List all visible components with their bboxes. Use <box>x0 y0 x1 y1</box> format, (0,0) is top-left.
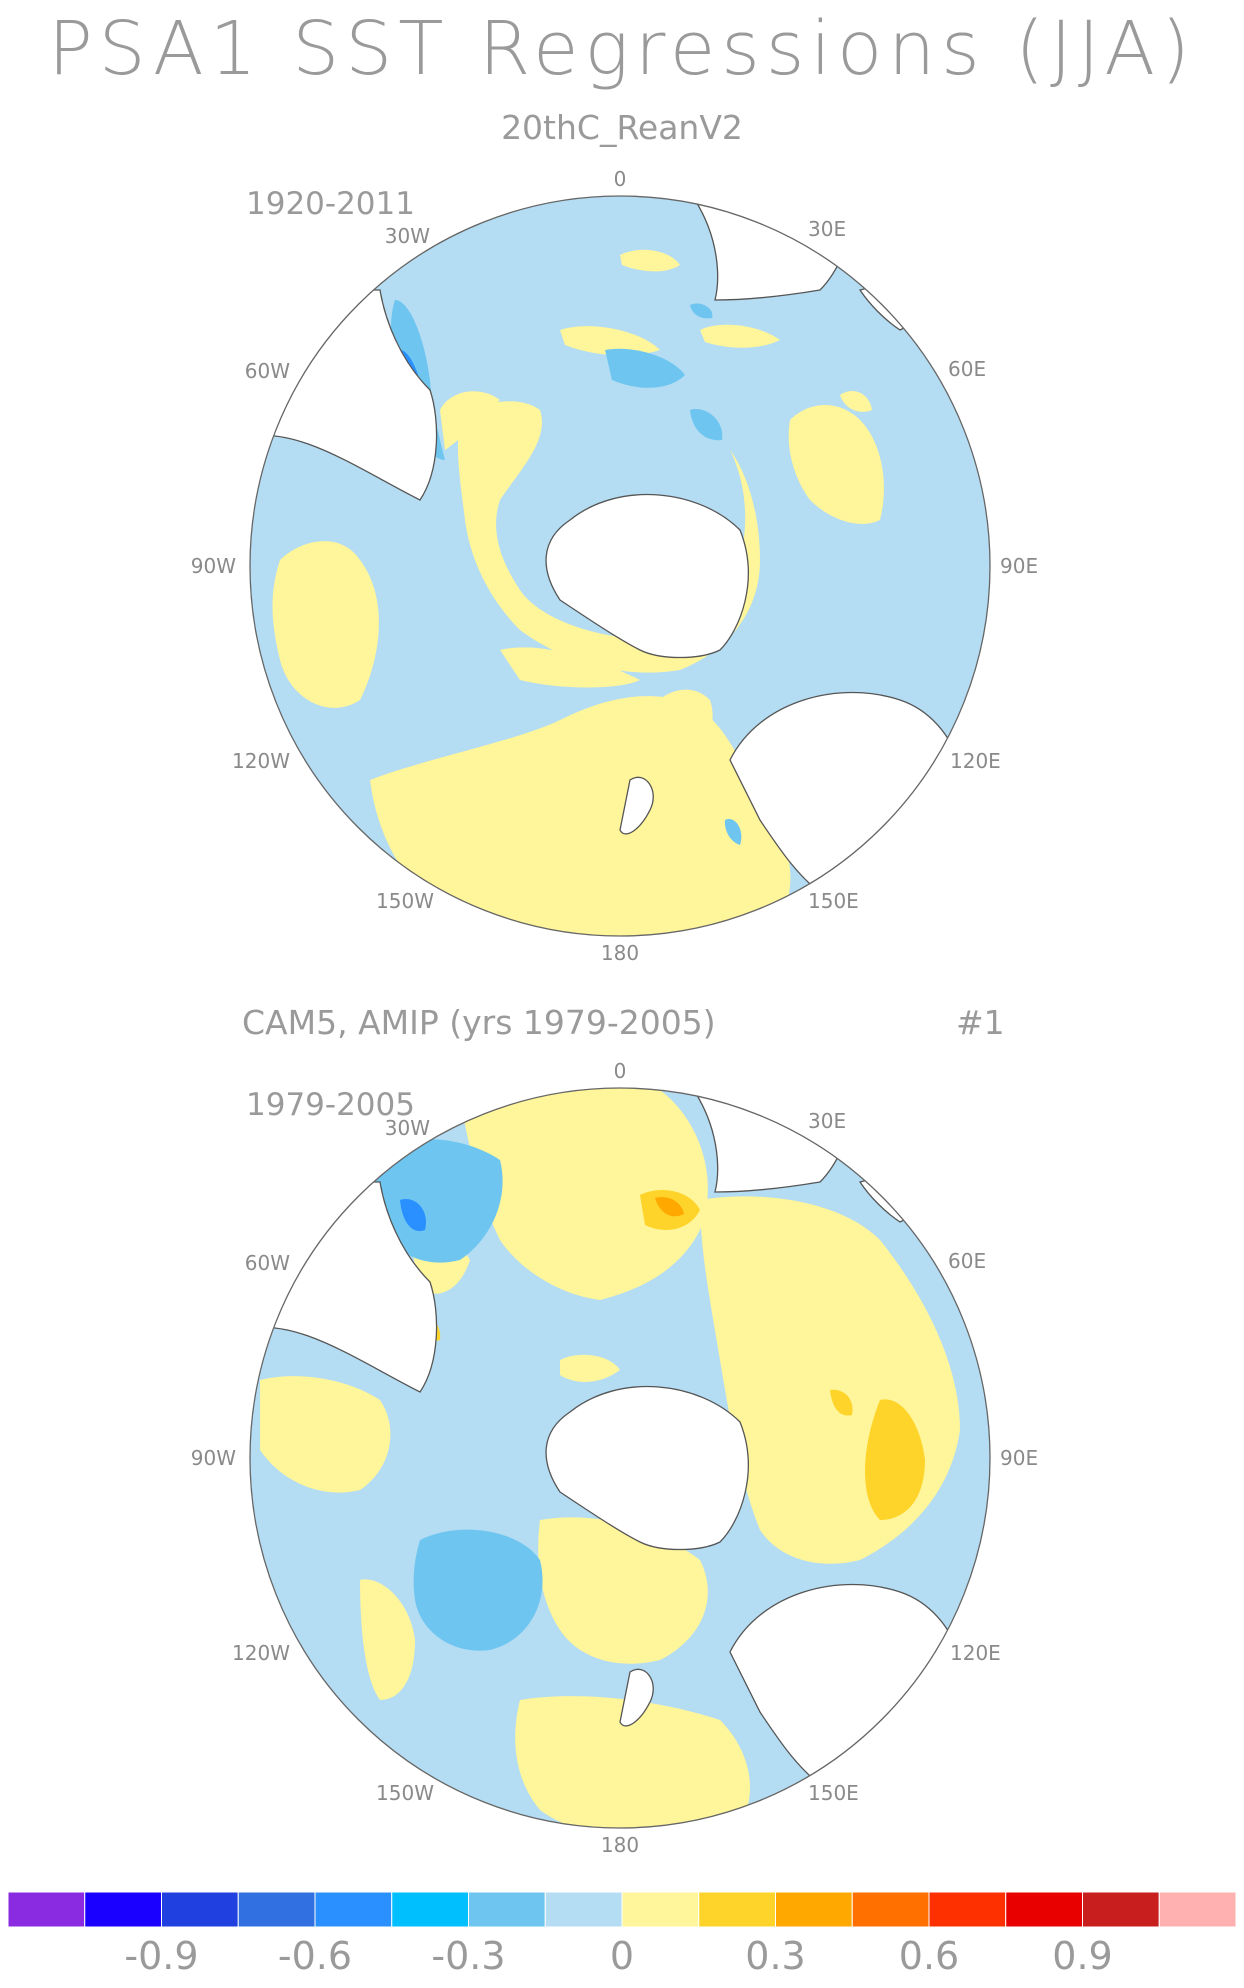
panel-1-period: 1920-2011 <box>246 186 415 222</box>
colorbar-swatch <box>621 1891 700 1928</box>
lon-label: 150E <box>808 889 859 913</box>
strong-positive-core <box>655 1196 684 1217</box>
lon-label: 60E <box>948 357 986 381</box>
figure-title: PSA1 SST Regressions (JJA) <box>48 6 1196 92</box>
colorbar-swatch <box>698 1891 776 1928</box>
new-zealand <box>619 1668 654 1727</box>
lon-label: 120W <box>232 749 290 773</box>
colorbar-swatch <box>237 1891 316 1928</box>
longitude-labels: 0 30E 60E 90E 120E 150E 180 150W 120W 90… <box>191 167 1038 965</box>
new-zealand <box>619 776 654 835</box>
colorbar-swatch <box>1082 1891 1160 1928</box>
lon-label: 150W <box>376 889 434 913</box>
lon-label: 30W <box>385 1116 430 1140</box>
colorbar-tick-label: -0.3 <box>431 1934 506 1978</box>
negative-anomaly-regions <box>372 1139 543 1651</box>
panel-2-subtitle: CAM5, AMIP (yrs 1979-2005) <box>242 1003 716 1042</box>
colorbar-swatch <box>7 1891 86 1928</box>
lon-label: 60W <box>245 359 290 383</box>
colorbar-swatch <box>1005 1891 1083 1928</box>
colorbar-tick-label: 0.3 <box>745 1934 806 1978</box>
lon-label: 0 <box>614 1060 627 1083</box>
colorbar <box>7 1891 1237 1928</box>
lon-label: 150E <box>808 1781 859 1805</box>
colorbar-swatch <box>851 1891 930 1928</box>
longitude-labels: 0 30E 60E 90E 120E 150E 180 150W 120W 90… <box>191 1060 1038 1857</box>
lon-label: 0 <box>614 167 627 191</box>
colorbar-swatch <box>314 1891 393 1928</box>
antarctica <box>545 493 749 659</box>
colorbar-swatch <box>544 1891 623 1928</box>
lon-label: 180 <box>601 1833 639 1857</box>
lon-label: 90E <box>1000 1446 1038 1470</box>
lon-label: 150W <box>376 1781 434 1805</box>
colorbar-tick-label: -0.9 <box>124 1934 199 1978</box>
lon-label: 30W <box>385 224 430 248</box>
colorbar-tick-label: 0.6 <box>898 1934 960 1978</box>
lon-label: 90W <box>191 554 236 578</box>
panel-2-period: 1979-2005 <box>246 1087 415 1123</box>
lon-label: 180 <box>601 941 639 965</box>
lon-label: 90W <box>191 1446 236 1470</box>
colorbar-swatch <box>161 1891 239 1928</box>
colorbar-swatch <box>391 1891 469 1928</box>
lon-label: 120E <box>950 749 1001 773</box>
positive-anomaly-regions <box>260 1088 960 1828</box>
lon-label: 120W <box>232 1641 290 1665</box>
map-boundary <box>249 1087 991 1829</box>
panel-1-map: 0 30E 60E 90E 120E 150E 180 150W 120W 90… <box>191 167 1038 965</box>
lon-label: 60E <box>948 1249 986 1273</box>
panel-1-subtitle: 20thC_ReanV2 <box>501 108 743 147</box>
strong-negative-core <box>400 1199 426 1232</box>
map-boundary <box>249 195 991 937</box>
lon-label: 30E <box>808 1109 846 1133</box>
lon-label: 90E <box>1000 554 1038 578</box>
colorbar-tick-label: 0 <box>609 1934 635 1978</box>
colorbar-swatch <box>775 1891 853 1928</box>
antarctica <box>545 1385 749 1551</box>
colorbar-tick-label: -0.6 <box>277 1934 353 1978</box>
colorbar-swatch <box>84 1891 162 1928</box>
colorbar-swatch <box>468 1891 546 1928</box>
lon-label: 30E <box>808 217 846 241</box>
lon-label: 120E <box>950 1641 1001 1665</box>
lon-label: 60W <box>245 1251 290 1275</box>
colorbar-swatch <box>928 1891 1007 1928</box>
panel-2-ensemble: #1 <box>956 1003 1005 1042</box>
positive-anomaly-regions <box>272 249 884 936</box>
colorbar-swatch <box>1158 1891 1237 1928</box>
colorbar-tick-label: 0.9 <box>1052 1934 1113 1978</box>
panel-2-map: 0 30E 60E 90E 120E 150E 180 150W 120W 90… <box>191 1060 1038 1857</box>
